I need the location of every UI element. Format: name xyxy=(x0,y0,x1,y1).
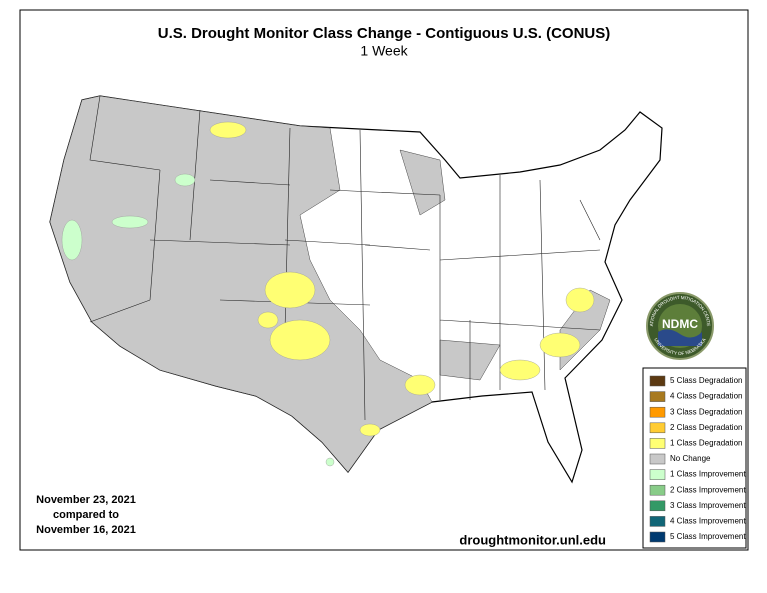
legend-label: 1 Class Degradation xyxy=(670,439,742,448)
legend-swatch xyxy=(649,484,666,496)
date-line: November 16, 2021 xyxy=(36,524,136,536)
legend-swatch xyxy=(649,422,666,434)
legend-label: 5 Class Degradation xyxy=(670,376,742,385)
degradation-areas xyxy=(209,121,595,437)
legend-label: 4 Class Improvement xyxy=(670,517,746,526)
us-map xyxy=(49,95,663,484)
area xyxy=(111,215,149,229)
area xyxy=(359,423,381,437)
date-line: November 23, 2021 xyxy=(36,494,136,506)
legend-swatch xyxy=(649,500,666,512)
legend-swatch xyxy=(649,406,666,418)
legend-label: 3 Class Improvement xyxy=(670,501,746,510)
area xyxy=(539,332,581,358)
logo-water xyxy=(658,329,702,346)
legend-label: 3 Class Degradation xyxy=(670,407,742,416)
legend-swatch xyxy=(649,391,666,402)
logo-name: NDMC xyxy=(662,317,698,331)
legend: 5 Class Degradation 4 Class Degradation 3 … xyxy=(649,375,746,543)
improvement-areas xyxy=(61,173,335,467)
legend-swatch xyxy=(649,453,666,465)
legend-swatch xyxy=(649,531,666,543)
source-url: droughtmonitor.unl.edu xyxy=(459,532,606,547)
legend-label: 4 Class Degradation xyxy=(670,392,742,401)
legend-label: No Change xyxy=(670,454,711,463)
area xyxy=(257,311,279,329)
area xyxy=(325,457,335,467)
legend-label: 5 Class Improvement xyxy=(670,532,746,541)
date-line: compared to xyxy=(53,509,119,521)
area xyxy=(174,173,196,187)
legend-label: 1 Class Improvement xyxy=(670,470,746,479)
legend-swatch xyxy=(649,438,666,449)
legend-label: 2 Class Improvement xyxy=(670,485,746,494)
area xyxy=(565,287,595,313)
area xyxy=(61,219,83,261)
area xyxy=(264,271,316,309)
area xyxy=(499,359,541,381)
legend-swatch xyxy=(649,375,666,387)
date-block: November 23, 2021 compared to November 16,… xyxy=(36,494,136,536)
legend-label: 2 Class Degradation xyxy=(670,423,742,432)
legend-swatch xyxy=(649,469,666,480)
area xyxy=(269,319,331,361)
subtitle: 1 Week xyxy=(360,43,408,59)
title: U.S. Drought Monitor Class Change - Cont… xyxy=(158,25,610,42)
legend-swatch xyxy=(649,516,666,527)
area xyxy=(209,121,247,139)
area xyxy=(404,374,436,396)
